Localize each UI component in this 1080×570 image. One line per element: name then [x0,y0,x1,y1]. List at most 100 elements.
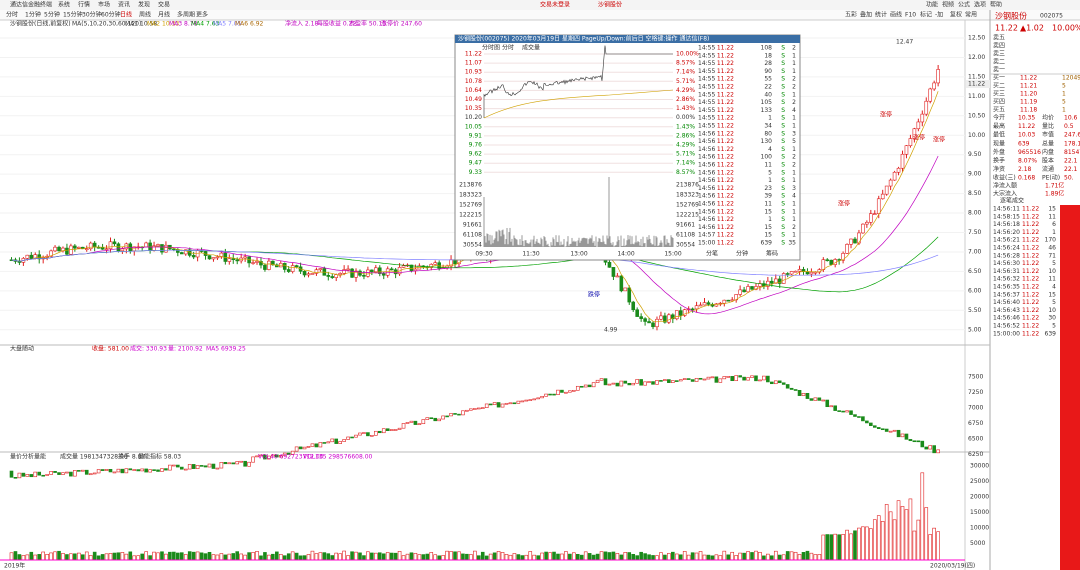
candle [25,254,30,259]
popup-button[interactable]: 分笔 [706,250,718,258]
candle [401,265,406,268]
tick-cell: S [781,193,785,200]
tick-cell: 2 [792,224,796,231]
popup-button[interactable]: 分钟 [736,250,748,258]
popup [454,34,801,261]
tick-cell: 4 [792,107,796,114]
index-candle [663,379,667,382]
candle [750,286,754,290]
volume-bar [358,552,362,561]
stat-cell: 0.168 [1018,175,1035,182]
volume-bar [781,554,786,561]
volume-bar [322,552,327,561]
tick-cell: S [781,130,785,137]
tool-button[interactable]: 复权 [950,11,962,19]
menu-item[interactable]: 行情 [78,1,90,9]
index-candle [572,389,576,392]
candle [227,258,232,262]
candle [271,260,275,266]
index-candle [409,420,414,423]
index-candle [730,376,735,382]
candle [639,316,643,319]
menu-item[interactable]: 公式 [958,1,970,9]
tick-cell: 11.22 [717,154,734,161]
volume-bar [128,551,133,561]
menu-item[interactable]: 交易 [158,1,170,9]
tool-button[interactable]: 常用 [965,11,977,19]
menu-item[interactable]: 系统 [58,1,70,9]
tool-button[interactable]: -加 [935,11,943,19]
tick-cell: 15:00 [698,240,715,247]
menu-item[interactable]: 功能 [926,1,938,9]
candle [342,269,346,274]
tick-time: 14:56:46 [993,315,1020,322]
pct-tick: 4.29% [676,142,695,149]
volume-bar [797,554,802,561]
tool-button[interactable]: 画线 [890,11,902,19]
period-tab[interactable]: 30分钟 [82,11,102,19]
y-tick-label: 7000 [968,405,983,412]
tick-cell: 55 [764,76,772,83]
period-tab[interactable]: 日线 [120,11,132,19]
y-tick-label: 11.00 [968,93,985,100]
index-candle [896,429,901,438]
period-tab[interactable]: 多周期 [177,11,195,19]
candle [849,238,853,245]
period-tab[interactable]: 60分钟 [101,11,121,19]
menu-item[interactable]: 市场 [98,1,110,9]
tool-button[interactable]: 标记 [920,11,932,19]
tick-cell: 1 [792,177,796,184]
tool-button[interactable]: 统计 [875,11,887,19]
pct-tick: 8.57% [676,60,695,67]
index-candle [746,377,750,381]
tick-price: 11.22 [1022,315,1039,322]
period-tab[interactable]: 月线 [158,11,170,19]
ma-line [11,155,939,315]
period-tab[interactable]: 分时 [6,11,18,19]
popup-tab[interactable]: 分时 [502,44,514,52]
volume-bar [568,553,572,561]
tool-button[interactable]: F10 [905,12,916,19]
tool-button[interactable]: 叠加 [860,11,872,19]
volume-bar [801,552,806,561]
popup-button[interactable]: 筹码 [766,250,778,258]
index-candle [674,380,679,382]
period-tab[interactable]: 更多 [196,11,208,19]
menu-item[interactable]: 发现 [138,1,150,9]
index-candle [290,450,295,455]
index-candle [607,383,612,386]
popup-tab[interactable]: 成交量 [522,44,540,52]
ma-value: MA3 8.78 [169,21,198,28]
volume-bar [484,555,489,561]
tick-cell: S [781,154,785,161]
tool-button[interactable]: 五彩 [845,11,857,19]
tick-volume: 6 [1052,221,1056,228]
index-candle [908,439,913,442]
volume-bar [453,551,457,561]
tick-cell: S [781,138,785,145]
volume-bar [69,553,73,561]
menu-item[interactable]: 资讯 [118,1,130,9]
period-tab[interactable]: 1分钟 [25,11,41,19]
candle [880,193,885,200]
period-tab[interactable]: 15分钟 [63,11,83,19]
index-candle [520,400,525,403]
tick-cell: 2 [792,99,796,106]
tick-volume: 639 [1045,330,1057,337]
tick-volume: 5 [1052,260,1056,267]
candle [651,322,655,328]
book-label: 买一 [993,74,1005,82]
volume-bar [548,552,552,561]
period-tab[interactable]: 周线 [139,11,151,19]
menu-item[interactable]: 帮助 [990,1,1002,9]
stat-cell: 10.35 [1018,115,1035,122]
candle [754,286,758,290]
volume-bar [199,552,204,561]
popup-tab[interactable]: 分时图 [482,44,500,52]
menu-item[interactable]: 视频 [942,1,954,9]
index-candle [528,399,533,401]
index-candle [73,470,77,477]
stat-cell: 2.18 [1018,166,1032,173]
period-tab[interactable]: 5分钟 [44,11,60,19]
menu-item[interactable]: 选项 [974,1,986,9]
